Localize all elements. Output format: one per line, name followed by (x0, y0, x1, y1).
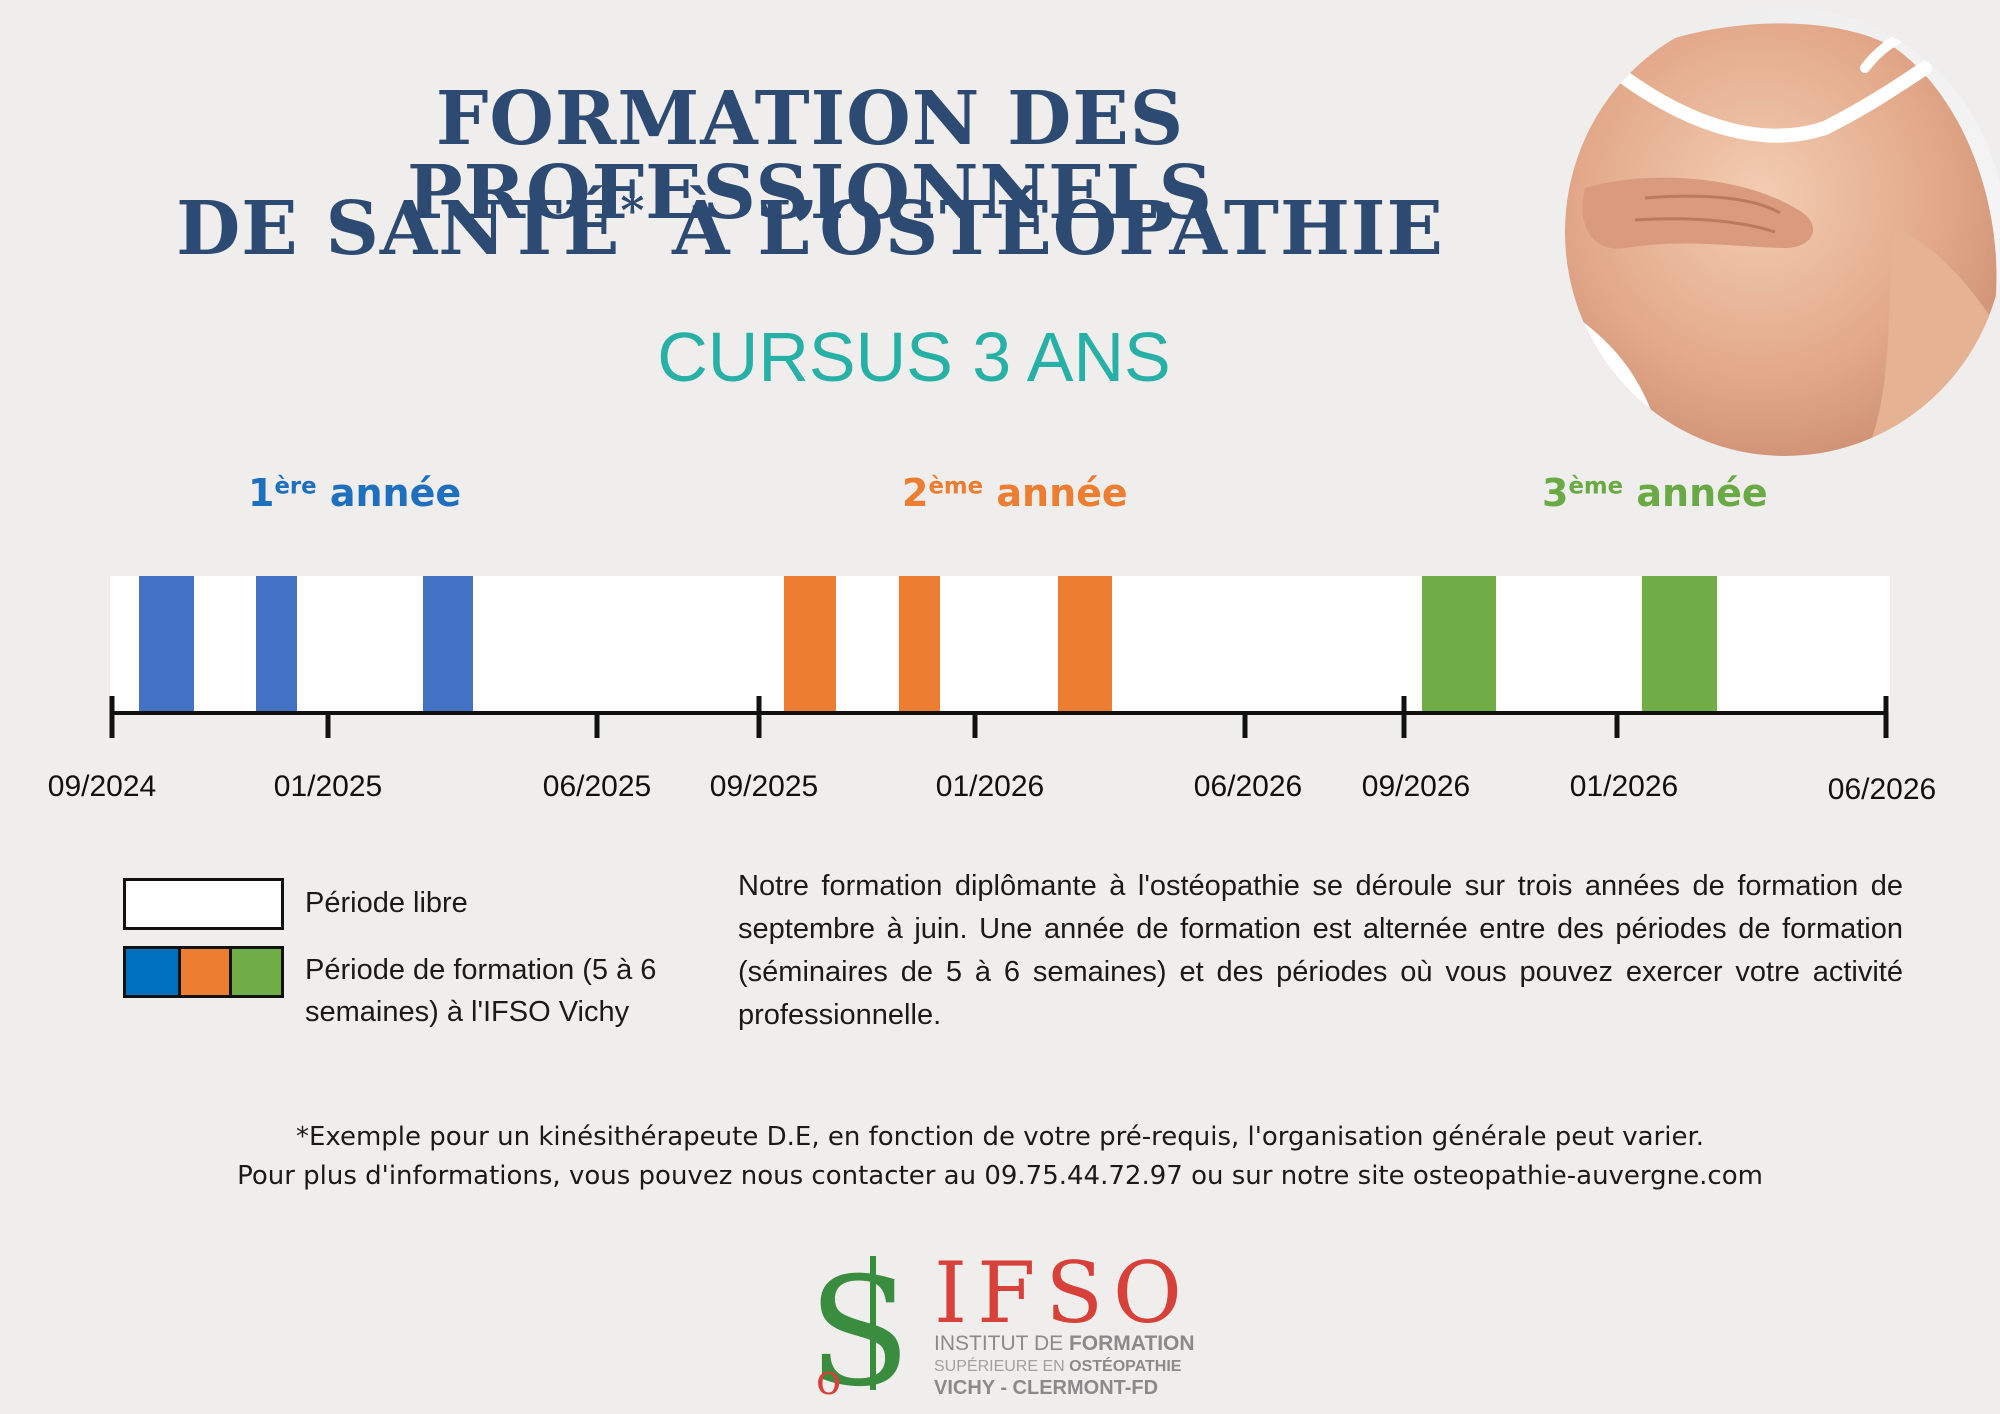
tick-label-5: 06/2026 (1194, 770, 1302, 803)
logo-line3: VICHY - CLERMONT-FD (934, 1377, 1158, 1399)
tick-label-6: 09/2026 (1362, 770, 1470, 803)
logo-line2-light: SUPÉRIEURE EN (934, 1356, 1069, 1375)
timeline-background (110, 576, 1890, 712)
training-period-y3-2 (1642, 576, 1717, 712)
tick-label-4: 01/2026 (936, 770, 1044, 803)
logo-s-mark: S (810, 1250, 911, 1400)
tick-label-1: 01/2025 (274, 770, 382, 803)
title-asterisk: * (620, 183, 646, 238)
page-title-line2: DE SANTÉ* À L’OSTÉOPATHIE (60, 188, 1560, 266)
training-period-y1-1 (139, 576, 194, 712)
massage-photo-illustration (1565, 8, 2000, 456)
legend-swatch-green (232, 949, 281, 995)
title-text-sante: DE SANTÉ (176, 186, 621, 272)
massage-photo (1565, 8, 2000, 456)
tick-label-8: 06/2026 (1828, 773, 1936, 806)
training-period-y1-2 (256, 576, 297, 712)
year-2-suffix: ème (928, 473, 984, 500)
logo-bar-mark (870, 1256, 876, 1390)
ifso-logo: S o IFSO INSTITUT DE FORMATION SUPÉRIEUR… (810, 1250, 1195, 1400)
timeline-chart: 09/2024 01/2025 06/2025 09/2025 01/2026 … (48, 576, 1936, 806)
tick-label-2: 06/2025 (543, 770, 651, 803)
tick-label-3: 09/2025 (710, 770, 818, 803)
cursus-subtitle: CURSUS 3 ANS (657, 318, 1171, 396)
logo-brand: IFSO (934, 1250, 1192, 1342)
logo-line1-light: INSTITUT DE (934, 1332, 1069, 1355)
tick-label-0: 09/2024 (48, 770, 156, 803)
legend-free-label: Période libre (305, 887, 468, 919)
legend-swatch-orange (181, 949, 232, 995)
year-3-suffix: ème (1568, 473, 1624, 500)
training-period-y2-3 (1058, 576, 1112, 712)
year-2-label: 2ème année (902, 474, 1128, 512)
year-1-word: année (316, 471, 462, 515)
year-1-label: 1ère année (248, 474, 461, 512)
year-3-label: 3ème année (1542, 474, 1768, 512)
year-1-number: 1 (248, 471, 275, 515)
training-period-y3-1 (1422, 576, 1496, 712)
legend-training-line1: Période de formation (5 à 6 (305, 954, 657, 986)
year-2-number: 2 (902, 471, 929, 515)
legend-swatch-blue (126, 949, 181, 995)
footnote-line1: *Exemple pour un kinésithérapeute D.E, e… (295, 1122, 1705, 1152)
logo-line2-bold: OSTÉOPATHIE (1069, 1356, 1182, 1375)
legend-training-swatch (123, 946, 284, 998)
legend-training-label: Période de formation (5 à 6 semaines) à … (305, 949, 656, 1033)
legend-free-swatch (123, 878, 284, 930)
description-paragraph: Notre formation diplômante à l'ostéopath… (738, 870, 1903, 1031)
training-period-y1-3 (423, 576, 473, 712)
year-3-number: 3 (1542, 471, 1569, 515)
logo-o-mark: o (816, 1355, 841, 1400)
title-text-osteopathie: À L’OSTÉOPATHIE (645, 186, 1444, 272)
year-1-suffix: ère (274, 473, 317, 500)
footnote-line2: Pour plus d'informations, vous pouvez no… (237, 1161, 1763, 1191)
year-2-word: année (983, 471, 1128, 515)
logo-line1-bold: FORMATION (1069, 1332, 1195, 1355)
tick-label-7: 01/2026 (1570, 770, 1678, 803)
page-title-line1: FORMATION DES PROFESSIONNELS (406, 76, 1214, 236)
logo-line2: SUPÉRIEURE EN OSTÉOPATHIE (934, 1356, 1182, 1375)
training-period-y2-1 (784, 576, 836, 712)
training-period-y2-2 (899, 576, 940, 712)
logo-line1: INSTITUT DE FORMATION (934, 1332, 1195, 1355)
legend-training-line2: semaines) à l'IFSO Vichy (305, 996, 630, 1028)
year-3-word: année (1623, 471, 1768, 515)
